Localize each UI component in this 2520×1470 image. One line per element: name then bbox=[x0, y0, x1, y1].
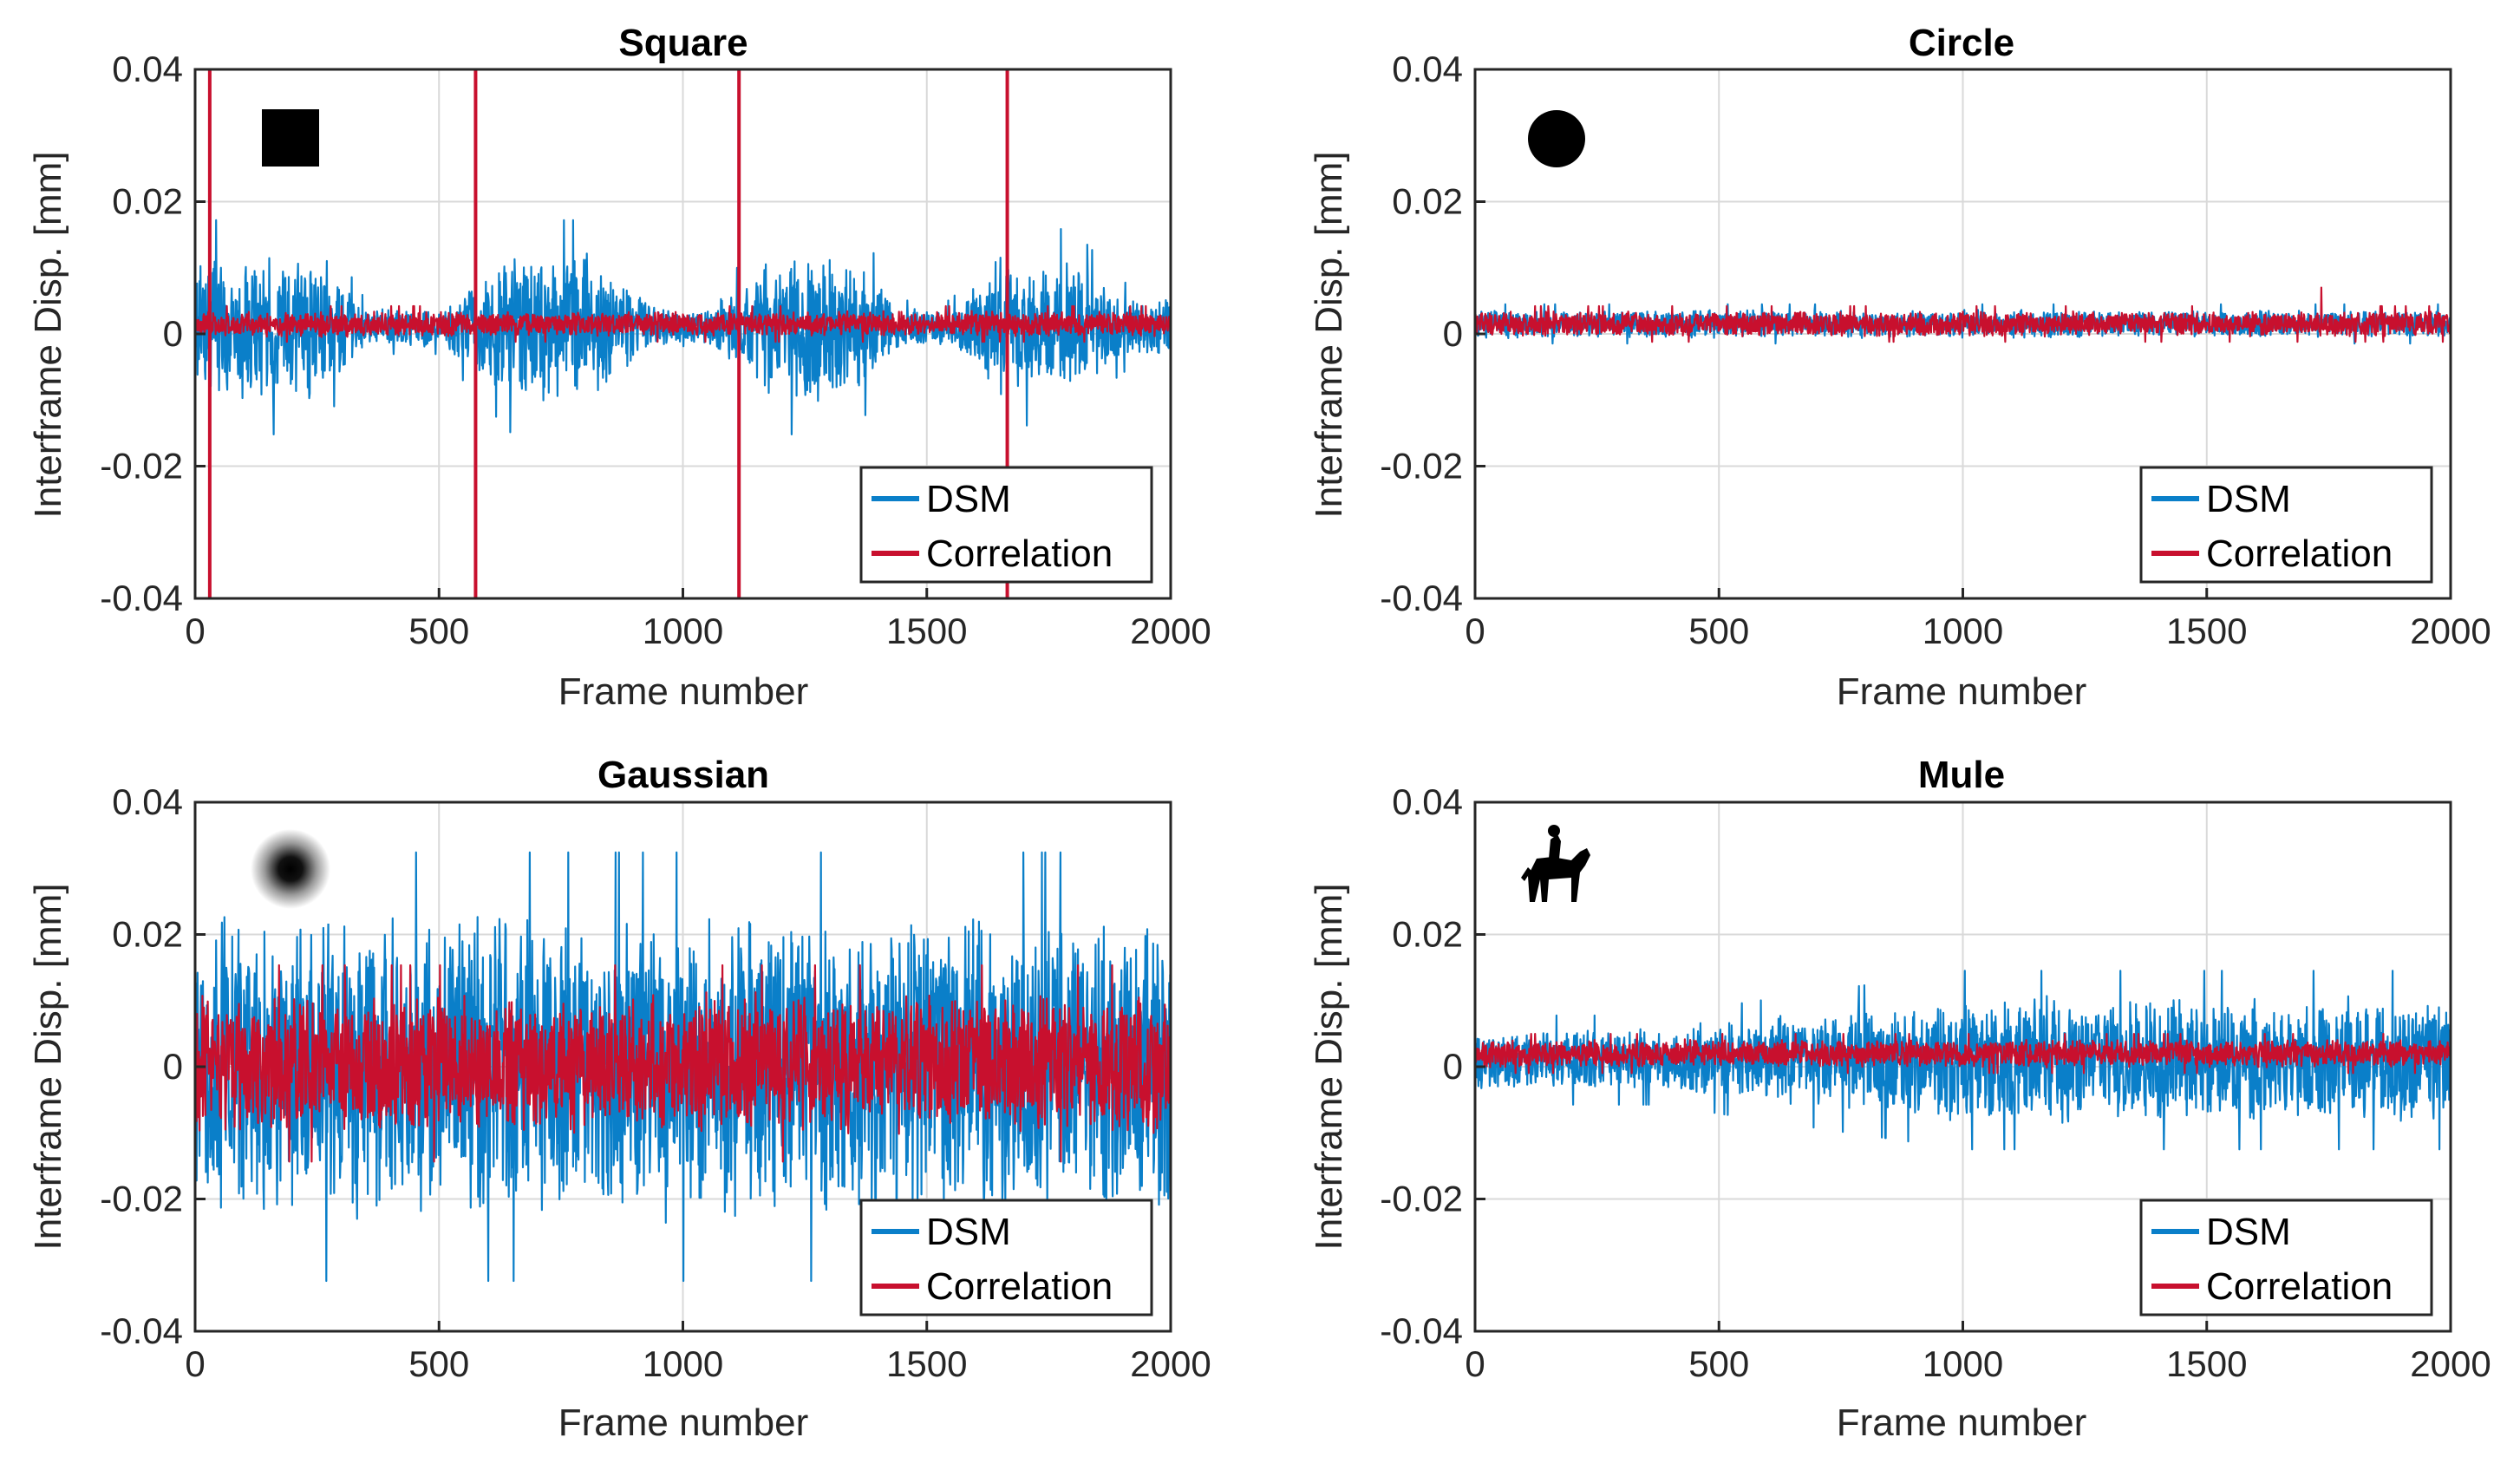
legend-box bbox=[859, 466, 1153, 584]
x-tick-label: 2000 bbox=[2410, 611, 2491, 651]
legend-label-dsm: DSM bbox=[2206, 1211, 2291, 1253]
y-tick-label: 0.02 bbox=[1392, 181, 1463, 222]
legend-label-correlation: Correlation bbox=[926, 532, 1113, 575]
legend-label-correlation: Correlation bbox=[926, 1265, 1113, 1308]
x-tick-label: 2000 bbox=[1130, 611, 1211, 651]
panel-title: Mule bbox=[1918, 754, 2005, 796]
x-tick-label: 0 bbox=[1465, 611, 1485, 651]
panel-square: Square 0 500 1000 1500 2000 0.04 0.02 0 -0.02 -0… bbox=[27, 22, 1211, 713]
x-ticks: 0 500 1000 1500 2000 bbox=[1465, 588, 2491, 651]
x-tick-label: 500 bbox=[408, 611, 469, 651]
legend-label-dsm: DSM bbox=[926, 1211, 1011, 1253]
legend-label-dsm: DSM bbox=[2206, 478, 2291, 520]
y-tick-label: -0.02 bbox=[1380, 1179, 1463, 1219]
y-axis-label: Interframe Disp. [mm] bbox=[27, 884, 69, 1251]
y-tick-label: -0.04 bbox=[100, 578, 183, 618]
legend-box bbox=[2139, 1199, 2433, 1316]
y-tick-label: -0.04 bbox=[1380, 1310, 1463, 1351]
x-tick-label: 2000 bbox=[1130, 1343, 1211, 1384]
legend-label-correlation: Correlation bbox=[2206, 532, 2393, 575]
data-series bbox=[1475, 970, 2451, 1151]
series-correlation bbox=[1475, 286, 2451, 343]
data-series bbox=[195, 69, 1171, 598]
gaussian-blob-icon bbox=[238, 828, 343, 924]
panel-title: Circle bbox=[1909, 22, 2014, 64]
x-tick-label: 0 bbox=[185, 1343, 205, 1384]
mule-rider-icon bbox=[1521, 825, 1590, 902]
data-series bbox=[195, 851, 1171, 1283]
y-tick-label: 0.04 bbox=[112, 781, 183, 822]
x-ticks: 0 500 1000 1500 2000 bbox=[185, 588, 1211, 651]
x-tick-label: 500 bbox=[1688, 1343, 1749, 1384]
y-tick-label: 0.02 bbox=[112, 181, 183, 222]
legend: DSM Correlation bbox=[2139, 1199, 2433, 1316]
x-tick-label: 2000 bbox=[2410, 1343, 2491, 1384]
x-ticks: 0 500 1000 1500 2000 bbox=[185, 1321, 1211, 1384]
legend-box bbox=[859, 1199, 1153, 1316]
x-tick-label: 1000 bbox=[643, 611, 723, 651]
panel-title: Gaussian bbox=[597, 754, 769, 796]
y-tick-label: 0.02 bbox=[1392, 914, 1463, 955]
x-tick-label: 500 bbox=[1688, 611, 1749, 651]
y-tick-label: 0 bbox=[1443, 1046, 1463, 1087]
x-axis-label: Frame number bbox=[558, 1401, 809, 1444]
y-tick-label: 0 bbox=[1443, 313, 1463, 354]
series-correlation bbox=[195, 964, 1171, 1163]
y-axis-label: Interframe Disp. [mm] bbox=[27, 152, 69, 519]
x-tick-label: 1500 bbox=[2166, 611, 2247, 651]
y-axis-label: Interframe Disp. [mm] bbox=[1308, 884, 1350, 1251]
series-correlation bbox=[1475, 1033, 2451, 1075]
y-tick-label: -0.02 bbox=[1380, 446, 1463, 487]
y-tick-label: 0 bbox=[163, 1046, 183, 1087]
x-axis-label: Frame number bbox=[558, 670, 809, 713]
legend: DSM Correlation bbox=[2139, 466, 2433, 584]
data-series bbox=[1475, 286, 2451, 345]
y-ticks: 0.04 0.02 0 -0.02 -0.04 bbox=[1380, 781, 1485, 1351]
legend-box bbox=[2139, 466, 2433, 584]
y-tick-label: 0.04 bbox=[112, 49, 183, 89]
y-ticks: 0.04 0.02 0 -0.02 -0.04 bbox=[100, 49, 206, 618]
legend: DSM Correlation bbox=[859, 466, 1153, 584]
y-ticks: 0.04 0.02 0 -0.02 -0.04 bbox=[100, 781, 206, 1351]
y-tick-label: -0.04 bbox=[1380, 578, 1463, 618]
x-tick-label: 1500 bbox=[886, 1343, 967, 1384]
square-icon bbox=[262, 109, 319, 167]
y-tick-label: 0.04 bbox=[1392, 49, 1463, 89]
x-axis-label: Frame number bbox=[1837, 670, 2087, 713]
x-ticks: 0 500 1000 1500 2000 bbox=[1465, 1321, 2491, 1384]
x-tick-label: 1000 bbox=[1923, 1343, 2003, 1384]
x-tick-label: 1500 bbox=[886, 611, 967, 651]
x-tick-label: 0 bbox=[1465, 1343, 1485, 1384]
y-axis-label: Interframe Disp. [mm] bbox=[1308, 152, 1350, 519]
circle-icon bbox=[1528, 110, 1585, 167]
panel-gaussian: Gaussian 0 500 1000 1500 2000 0.04 0.02 0 -0.02… bbox=[27, 754, 1211, 1444]
y-tick-label: 0.02 bbox=[112, 914, 183, 955]
legend: DSM Correlation bbox=[859, 1199, 1153, 1316]
panel-circle: Circle 0 500 1000 1500 2000 0.04 0.02 0 -0.02 -0… bbox=[1308, 22, 2491, 713]
y-tick-label: 0.04 bbox=[1392, 781, 1463, 822]
x-tick-label: 1000 bbox=[1923, 611, 2003, 651]
legend-label-correlation: Correlation bbox=[2206, 1265, 2393, 1308]
y-ticks: 0.04 0.02 0 -0.02 -0.04 bbox=[1380, 49, 1485, 618]
y-tick-label: -0.02 bbox=[100, 1179, 183, 1219]
panel-title: Square bbox=[618, 22, 748, 64]
x-tick-label: 1500 bbox=[2166, 1343, 2247, 1384]
x-tick-label: 1000 bbox=[643, 1343, 723, 1384]
x-tick-label: 500 bbox=[408, 1343, 469, 1384]
x-tick-label: 0 bbox=[185, 611, 205, 651]
x-axis-label: Frame number bbox=[1837, 1401, 2087, 1444]
y-tick-label: 0 bbox=[163, 313, 183, 354]
y-tick-label: -0.04 bbox=[100, 1310, 183, 1351]
y-tick-label: -0.02 bbox=[100, 446, 183, 487]
series-dsm bbox=[195, 851, 1171, 1283]
panel-mule: Mule 0 500 1000 1500 2000 0.04 0.02 0 -0.02 -0.0… bbox=[1308, 754, 2491, 1444]
legend-label-dsm: DSM bbox=[926, 478, 1011, 520]
